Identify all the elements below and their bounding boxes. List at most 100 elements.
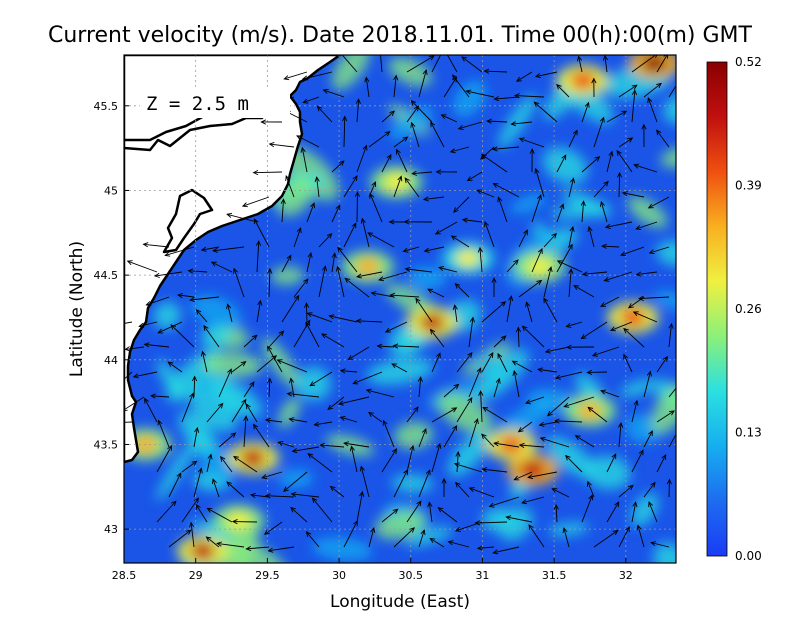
- velocity-arrow-head: [305, 319, 311, 326]
- velocity-arrow: [604, 55, 608, 73]
- velocity-arrow: [406, 445, 414, 473]
- velocity-arrow: [168, 473, 182, 498]
- velocity-arrow-head: [404, 266, 411, 272]
- velocity-arrow: [600, 296, 620, 307]
- velocity-arrow: [430, 329, 445, 348]
- velocity-arrow: [443, 384, 459, 398]
- velocity-arrow-head: [422, 196, 429, 202]
- velocity-arrow-head: [296, 227, 302, 234]
- y-tick-label: 45.5: [94, 100, 119, 113]
- velocity-arrow-head: [143, 342, 150, 348]
- velocity-arrow: [528, 471, 558, 478]
- velocity-arrow-head: [115, 322, 120, 326]
- velocity-arrow-head: [440, 114, 447, 120]
- velocity-arrow-head: [252, 423, 259, 430]
- velocity-arrow: [268, 268, 271, 298]
- velocity-arrow-head: [226, 303, 232, 310]
- velocity-arrow: [181, 497, 199, 523]
- velocity-arrow: [484, 221, 495, 248]
- velocity-arrow: [605, 221, 633, 228]
- colorbar-tick-label: 0.00: [735, 549, 762, 563]
- velocity-arrow-head: [603, 276, 610, 282]
- velocity-arrow: [481, 154, 508, 173]
- velocity-arrows: [115, 55, 676, 555]
- velocity-arrow-head: [572, 129, 578, 136]
- velocity-arrow-head: [290, 491, 297, 497]
- velocity-arrow: [360, 466, 370, 498]
- velocity-arrow-head: [352, 379, 359, 385]
- velocity-arrow-head: [264, 493, 271, 499]
- velocity-arrow: [220, 456, 233, 473]
- y-tick-label: 44: [104, 354, 118, 367]
- velocity-arrow-head: [568, 268, 574, 274]
- velocity-arrow: [340, 416, 358, 423]
- velocity-arrow-head: [594, 156, 601, 162]
- velocity-arrow: [206, 403, 224, 423]
- velocity-arrow: [581, 321, 608, 339]
- velocity-arrow: [563, 527, 570, 548]
- velocity-arrow-head: [263, 529, 270, 535]
- velocity-arrow-head: [551, 488, 558, 493]
- velocity-arrow: [305, 303, 308, 323]
- velocity-arrow: [543, 233, 557, 248]
- velocity-arrow-head: [483, 68, 490, 74]
- velocity-arrow: [168, 529, 192, 548]
- velocity-arrow: [170, 324, 195, 348]
- velocity-arrow-head: [543, 297, 549, 304]
- velocity-arrow: [337, 266, 345, 298]
- velocity-arrow: [327, 396, 345, 410]
- velocity-arrow-head: [197, 467, 203, 474]
- velocity-arrow: [481, 352, 494, 373]
- x-tick-label: 31: [475, 569, 489, 582]
- velocity-arrow: [156, 445, 173, 473]
- velocity-arrow-head: [422, 69, 428, 76]
- velocity-arrow: [283, 471, 308, 492]
- velocity-arrow: [593, 181, 609, 198]
- velocity-arrow-head: [631, 89, 638, 96]
- velocity-arrow-head: [627, 303, 634, 309]
- velocity-arrow-head: [191, 460, 198, 466]
- velocity-arrow-head: [518, 137, 525, 143]
- velocity-arrow: [454, 305, 458, 323]
- velocity-arrow: [196, 309, 208, 323]
- velocity-arrow-head: [567, 243, 573, 250]
- velocity-arrow-head: [170, 324, 177, 330]
- velocity-arrow-head: [337, 400, 344, 406]
- velocity-arrow-head: [466, 176, 473, 182]
- velocity-arrow-head: [328, 314, 335, 320]
- velocity-arrow-head: [614, 501, 620, 508]
- velocity-arrow: [156, 500, 177, 523]
- velocity-arrow-head: [392, 343, 399, 349]
- velocity-arrow: [535, 168, 545, 198]
- velocity-arrow-head: [453, 383, 460, 390]
- velocity-arrow: [526, 302, 533, 323]
- velocity-arrow-head: [616, 171, 623, 178]
- velocity-arrow-head: [142, 242, 149, 248]
- velocity-arrow: [455, 482, 470, 498]
- velocity-arrow-head: [311, 497, 318, 504]
- velocity-arrow: [190, 522, 195, 548]
- velocity-arrow: [522, 325, 545, 348]
- velocity-arrow-head: [491, 146, 498, 152]
- velocity-arrow: [256, 241, 260, 273]
- velocity-arrow-head: [200, 246, 207, 252]
- velocity-arrow: [497, 353, 508, 373]
- speed-patch: [278, 397, 301, 428]
- velocity-arrow-head: [428, 55, 435, 61]
- velocity-arrow-head: [551, 232, 557, 239]
- velocity-arrow-head: [587, 480, 592, 487]
- velocity-arrow-head: [352, 175, 358, 182]
- velocity-arrow-head: [633, 163, 640, 169]
- velocity-arrow-head: [573, 285, 580, 290]
- velocity-arrow: [431, 55, 442, 73]
- velocity-arrow-head: [157, 328, 164, 334]
- velocity-arrow: [581, 495, 593, 523]
- velocity-arrow: [381, 154, 392, 173]
- velocity-arrow-head: [484, 220, 489, 227]
- velocity-arrow: [245, 403, 258, 423]
- velocity-arrow-head: [316, 105, 323, 112]
- speed-hotspot: [527, 257, 552, 276]
- velocity-arrow-head: [635, 225, 642, 230]
- velocity-arrow: [452, 74, 470, 98]
- velocity-arrow-head: [621, 110, 628, 116]
